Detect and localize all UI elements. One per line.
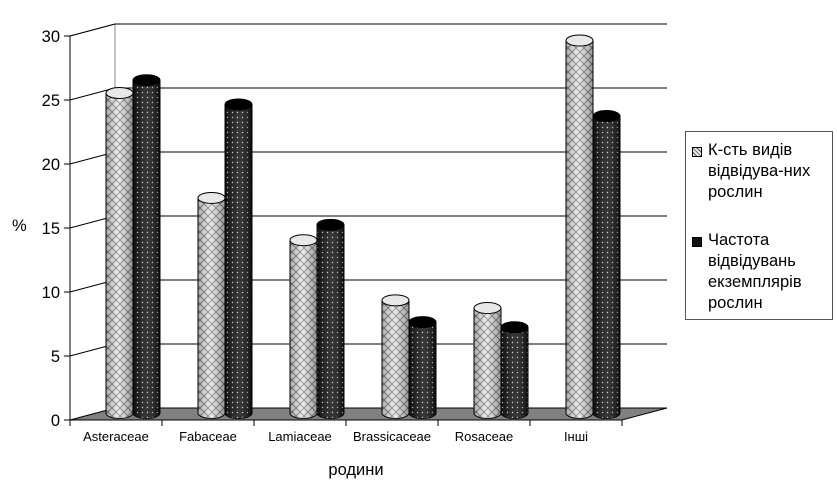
bar-shade [382, 300, 409, 419]
y-tick-label: 0 [51, 412, 60, 430]
x-axis-label: родини [328, 461, 383, 479]
legend-swatch-series-1 [692, 147, 702, 157]
x-tick-label: Інші [564, 429, 588, 444]
bar-top [473, 302, 502, 315]
bar-series-1 [197, 191, 226, 419]
bar-series-2 [592, 110, 621, 419]
bar-shade [133, 80, 160, 419]
y-tick-label: 15 [42, 220, 60, 238]
x-axis: Asteraceae Fabaceae Lamiaceae Brassicaceae R… [69, 419, 623, 444]
bar-shade [474, 308, 501, 419]
legend-label-series-2: Частота відвідувань екземплярів рослин [708, 231, 802, 312]
x-tick-label: Brassicaceae [353, 429, 431, 444]
bar-shade [566, 40, 593, 419]
y-axis-label: % [12, 217, 27, 235]
bar-top [500, 321, 529, 334]
bar-shade [317, 224, 344, 419]
y-tick-label: 20 [42, 156, 60, 174]
bar-top [105, 87, 134, 99]
bar-shade [409, 322, 436, 419]
bar-series-2 [316, 218, 345, 419]
x-tick-label: Rosaceae [455, 429, 514, 444]
bar-top [316, 218, 345, 231]
bar-shade [106, 93, 133, 419]
legend: К-сть видів відвідува-них рослин Частота… [685, 131, 833, 320]
bar-shade [225, 104, 252, 419]
bar-shade [198, 197, 225, 419]
y-tick-label: 30 [42, 28, 60, 46]
bar-top [289, 234, 318, 247]
bar-shade [501, 327, 528, 419]
bar-series-2 [500, 321, 529, 419]
bar-series-1 [105, 87, 134, 419]
bar-top [224, 98, 253, 111]
x-tick-label: Lamiaceae [268, 429, 332, 444]
gridline-diagonal [69, 23, 116, 37]
bar-top [408, 316, 437, 329]
y-tick-label: 10 [42, 284, 60, 302]
y-axis: 0 5 10 15 20 25 30 [42, 28, 70, 430]
bar-shade [593, 116, 620, 419]
y-tick-label: 25 [42, 92, 60, 110]
legend-swatch-series-2 [692, 237, 702, 247]
y-tick-label: 5 [51, 348, 60, 366]
bar-series-1 [289, 234, 318, 419]
bar-series-1 [565, 34, 594, 419]
x-tick-label: Fabaceae [179, 429, 237, 444]
bar-series-2 [224, 98, 253, 419]
bar-top [132, 74, 161, 87]
bar-series-1 [473, 302, 502, 419]
bar-series-2 [132, 74, 161, 419]
bar-top [381, 294, 410, 307]
legend-label-series-1: К-сть видів відвідува-них рослин [708, 141, 811, 201]
bar-shade [290, 240, 317, 419]
bar-top [197, 191, 226, 204]
bar-top [592, 110, 621, 123]
bar-series-1 [381, 294, 410, 419]
bar-series-2 [408, 316, 437, 419]
bar-top [565, 34, 594, 47]
x-tick-label: Asteraceae [83, 429, 149, 444]
bars [105, 34, 621, 419]
